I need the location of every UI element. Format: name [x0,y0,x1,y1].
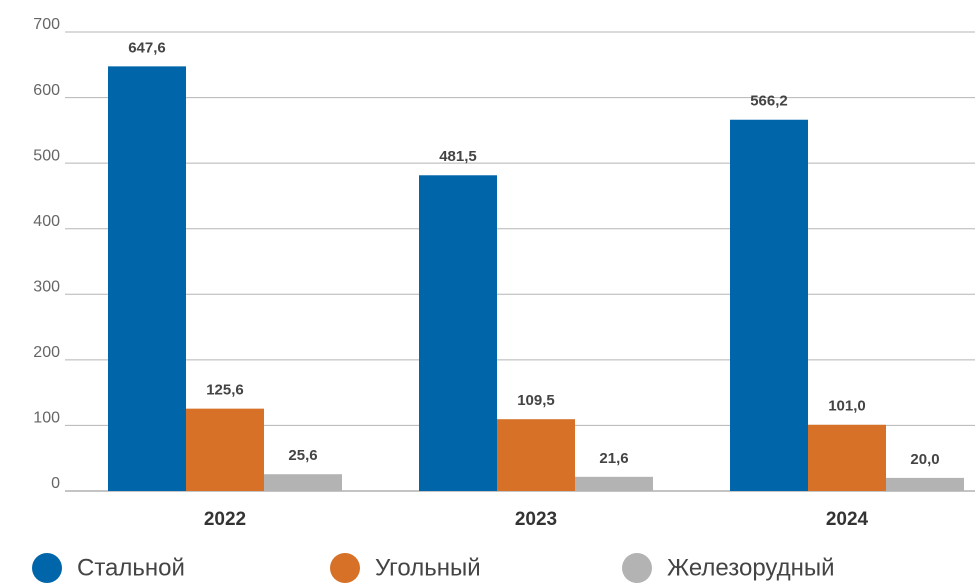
bar [108,66,186,491]
bar [808,424,886,491]
bar [186,408,264,491]
y-tick-label: 300 [33,279,60,296]
y-tick-label: 400 [33,213,60,230]
x-tick-label: 2023 [515,509,557,530]
legend-label: Угольный [375,554,481,581]
legend-label: Железорудный [667,554,835,581]
value-label: 125,6 [206,382,244,399]
value-label: 20,0 [910,451,939,468]
legend-marker [330,553,360,583]
value-label: 101,0 [828,398,866,415]
y-tick-label: 200 [33,344,60,361]
value-label: 109,5 [517,392,555,409]
value-label: 25,6 [288,447,317,464]
y-tick-label: 600 [33,82,60,99]
bar [419,175,497,492]
y-tick-label: 0 [51,475,60,492]
bar [575,476,653,491]
bar [886,477,964,491]
legend-marker [622,553,652,583]
value-label: 647,6 [128,39,166,56]
value-label: 566,2 [750,93,788,110]
y-tick-label: 700 [33,16,60,33]
bar [730,119,808,492]
legend-label: Стальной [77,554,185,581]
y-tick-label: 100 [33,410,60,427]
x-tick-label: 2024 [826,509,869,530]
bar [264,474,342,491]
y-tick-label: 500 [33,147,60,164]
value-label: 481,5 [439,148,477,165]
x-tick-label: 2022 [204,509,246,530]
bar [497,419,575,491]
legend-marker [32,553,62,583]
value-label: 21,6 [599,450,628,467]
